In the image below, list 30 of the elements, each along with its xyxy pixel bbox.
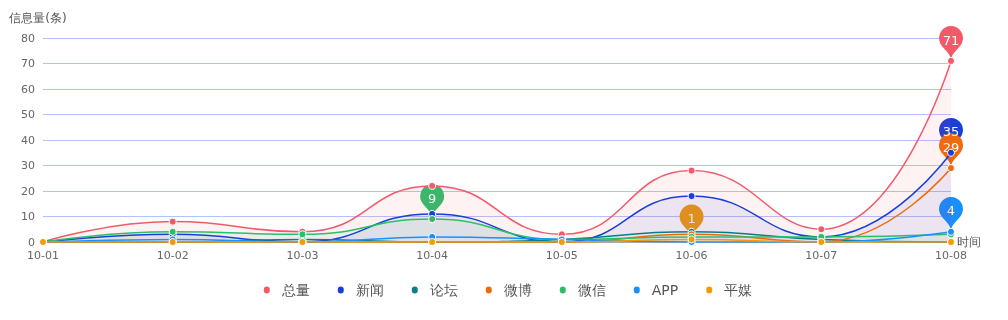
y-tick-label: 20 bbox=[21, 184, 35, 198]
x-tick-label: 10-06 bbox=[675, 249, 708, 262]
data-label: 71 bbox=[942, 32, 960, 48]
y-axis-title: 信息量(条) bbox=[9, 11, 67, 25]
y-tick-label: 40 bbox=[21, 133, 35, 147]
x-tick-label: 10-03 bbox=[286, 249, 319, 262]
y-tick-label: 80 bbox=[21, 31, 35, 45]
data-label: 4 bbox=[946, 203, 956, 219]
legend-label: 微信 bbox=[577, 282, 606, 298]
y-tick-label: 30 bbox=[21, 159, 35, 172]
legend-label: 论坛 bbox=[429, 282, 458, 298]
x-axis-title: 时间 bbox=[957, 235, 981, 249]
y-tick-label: 70 bbox=[21, 57, 35, 70]
x-tick-label: 10-08 bbox=[935, 249, 967, 262]
x-tick-label: 10-02 bbox=[156, 249, 189, 262]
x-tick-label: 10-07 bbox=[805, 249, 838, 262]
y-tick-label: 10 bbox=[21, 210, 35, 223]
legend-label: 总量 bbox=[280, 282, 310, 298]
legend-label: 平媒 bbox=[724, 282, 753, 298]
legend-label: APP bbox=[651, 282, 679, 298]
y-tick-label: 0 bbox=[28, 235, 35, 249]
legend-label: 微博 bbox=[503, 282, 532, 298]
x-tick-label: 10-01 bbox=[27, 249, 59, 262]
y-tick-label: 50 bbox=[21, 108, 35, 121]
data-label: 9 bbox=[428, 190, 437, 206]
data-label: 1 bbox=[687, 211, 696, 227]
x-tick-label: 10-04 bbox=[416, 249, 449, 262]
y-tick-label: 60 bbox=[21, 82, 35, 96]
legend-label: 新闻 bbox=[355, 282, 384, 298]
x-tick-label: 10-05 bbox=[545, 249, 578, 262]
